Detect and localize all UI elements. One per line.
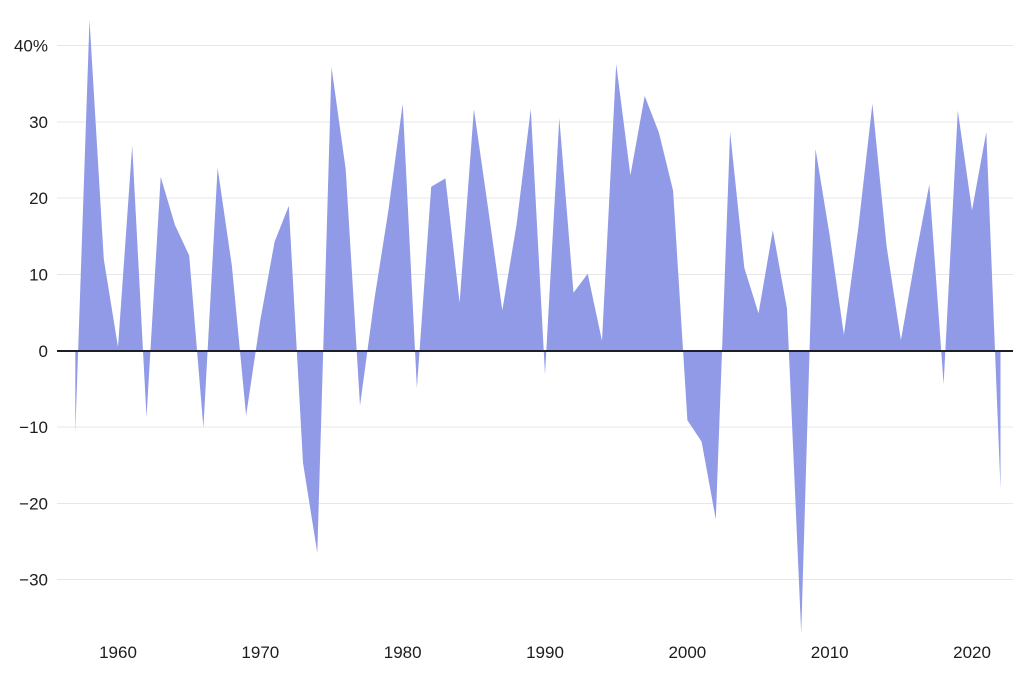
y-axis-tick-label: 0 bbox=[39, 342, 48, 361]
x-axis-tick-label: 1990 bbox=[526, 643, 564, 662]
y-axis-tick-label: 40% bbox=[14, 37, 48, 56]
x-axis-tick-label: 1970 bbox=[241, 643, 279, 662]
y-axis-tick-label: 30 bbox=[29, 113, 48, 132]
x-axis-tick-label: 1980 bbox=[384, 643, 422, 662]
x-axis-tick-label: 1960 bbox=[99, 643, 137, 662]
x-axis-tick-label: 2020 bbox=[953, 643, 991, 662]
x-axis-tick-label: 2010 bbox=[811, 643, 849, 662]
y-axis-tick-label: −10 bbox=[19, 418, 48, 437]
x-axis-tick-label: 2000 bbox=[668, 643, 706, 662]
y-axis-tick-label: 20 bbox=[29, 189, 48, 208]
series-layer bbox=[75, 19, 1001, 633]
y-axis-tick-label: 10 bbox=[29, 265, 48, 284]
y-axis-tick-label: −20 bbox=[19, 494, 48, 513]
y-axis-tick-label: −30 bbox=[19, 571, 48, 590]
annual-return-area-series bbox=[75, 19, 1001, 633]
